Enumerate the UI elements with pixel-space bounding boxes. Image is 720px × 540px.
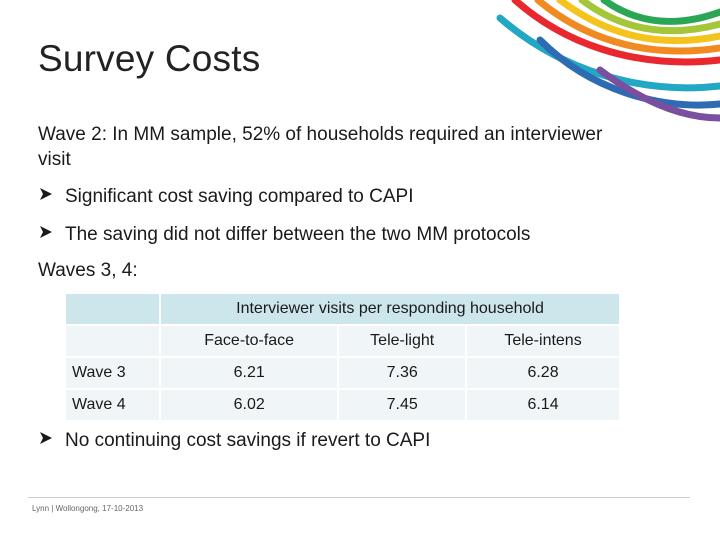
arrow-bullet-icon bbox=[38, 224, 56, 246]
footer-text: Lynn | Wollongong, 17-10-2013 bbox=[32, 504, 144, 513]
intro-paragraph: Wave 2: In MM sample, 52% of households … bbox=[38, 124, 603, 170]
arrow-bullet-icon bbox=[38, 430, 56, 452]
arc-purple bbox=[596, 66, 720, 122]
arc-red bbox=[511, 0, 720, 66]
column-header: Tele-intens bbox=[467, 326, 619, 356]
table-group-header: Interviewer visits per responding househ… bbox=[161, 294, 619, 324]
arc-lime bbox=[578, 0, 720, 35]
footer-divider bbox=[28, 497, 690, 498]
table-cell: 7.45 bbox=[339, 390, 466, 420]
arc-orange bbox=[534, 0, 720, 55]
bullet-item: The saving did not differ between the tw… bbox=[38, 224, 530, 246]
table-row: Wave 3 6.21 7.36 6.28 bbox=[66, 358, 619, 388]
arc-blue bbox=[536, 36, 720, 109]
decorative-arcs bbox=[496, 0, 720, 122]
bullet-text: No continuing cost savings if revert to … bbox=[65, 430, 431, 451]
table-group-header-row: Interviewer visits per responding househ… bbox=[66, 294, 619, 324]
table-cell: 6.28 bbox=[467, 358, 619, 388]
table-corner-cell bbox=[66, 294, 159, 324]
table-cell: 7.36 bbox=[339, 358, 466, 388]
bullet-item: Significant cost saving compared to CAPI bbox=[38, 186, 414, 208]
arc-green bbox=[600, 0, 720, 25]
bullet-text: The saving did not differ between the tw… bbox=[65, 224, 531, 245]
table-cell: 6.14 bbox=[467, 390, 619, 420]
table-column-header-row: Face-to-face Tele-light Tele-intens bbox=[66, 326, 619, 356]
column-header: Face-to-face bbox=[161, 326, 338, 356]
table-cell: 6.02 bbox=[161, 390, 338, 420]
table-corner-cell bbox=[66, 326, 159, 356]
table-row: Wave 4 6.02 7.45 6.14 bbox=[66, 390, 619, 420]
slide-title: Survey Costs bbox=[38, 38, 261, 79]
arc-yellow bbox=[556, 0, 720, 45]
row-label: Wave 3 bbox=[66, 358, 159, 388]
row-label: Wave 4 bbox=[66, 390, 159, 420]
bullet-item: No continuing cost savings if revert to … bbox=[38, 430, 430, 452]
bullet-text: Significant cost saving compared to CAPI bbox=[65, 186, 414, 207]
waves-paragraph: Waves 3, 4: bbox=[38, 260, 138, 281]
arrow-bullet-icon bbox=[38, 186, 56, 208]
column-header: Tele-light bbox=[339, 326, 466, 356]
table-cell: 6.21 bbox=[161, 358, 338, 388]
visits-table: Interviewer visits per responding househ… bbox=[64, 292, 621, 422]
